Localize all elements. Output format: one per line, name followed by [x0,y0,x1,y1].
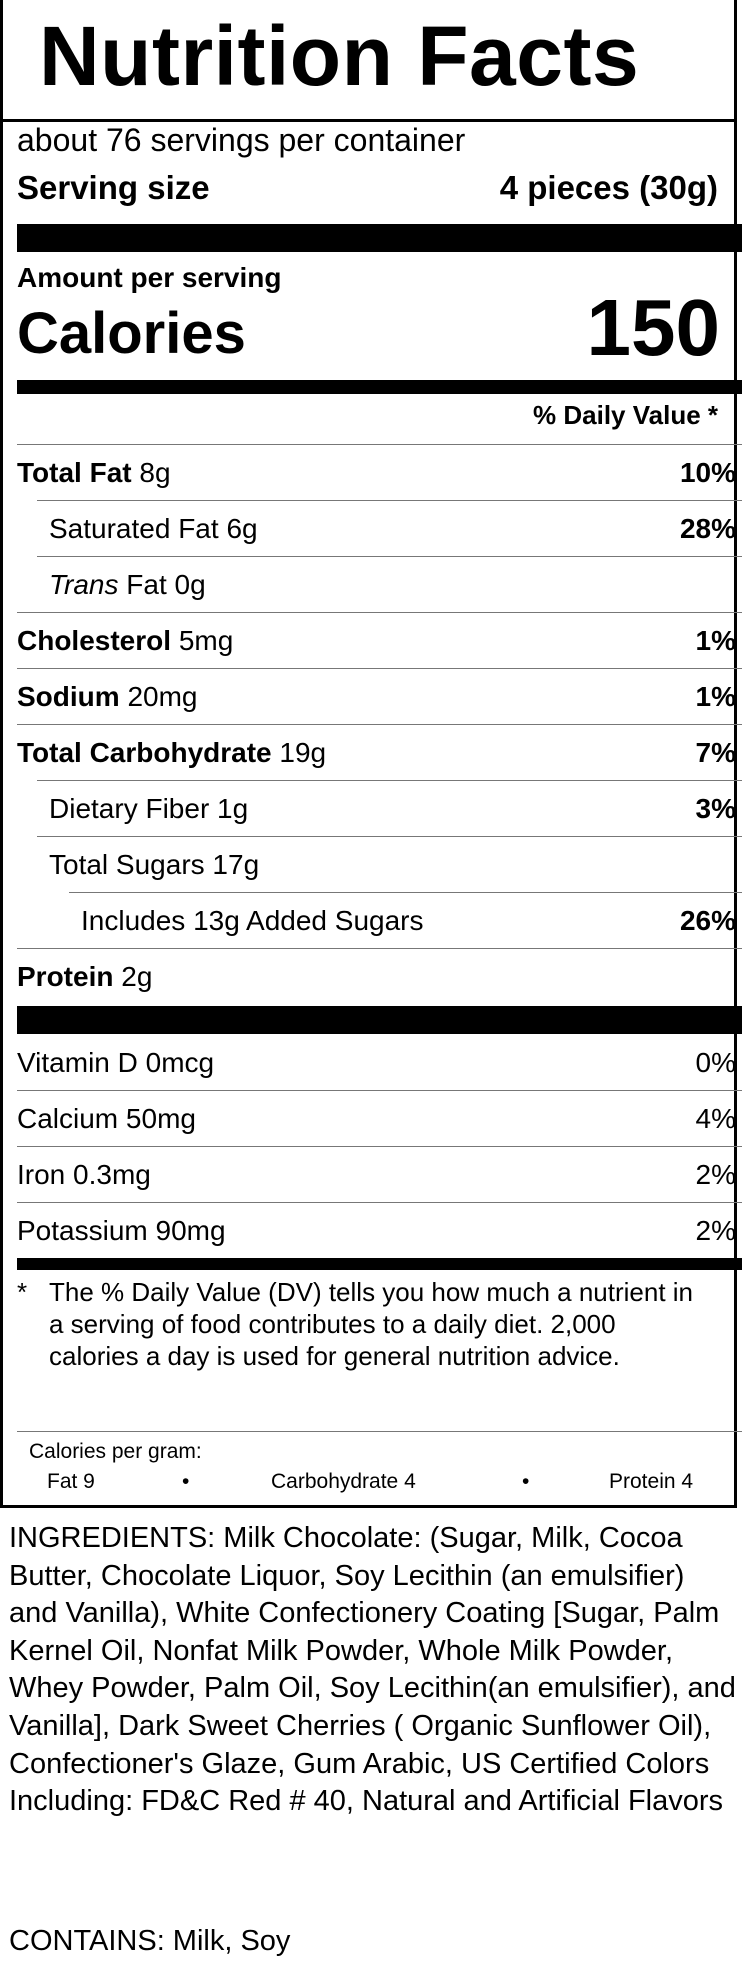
footnote-star: * [17,1277,28,1307]
nutrient-dv: 7% [695,737,736,768]
vitamin-name: Vitamin D [17,1047,138,1078]
divider [17,668,742,669]
divider [37,556,742,557]
nutrient-row-total-sugars: Total Sugars 17g [17,838,742,892]
nutrient-row-protein: Protein 2g [17,950,742,1004]
nutrient-dv: 28% [679,513,736,544]
cpg-protein: Protein 4 [609,1470,694,1493]
protein-divider [17,1006,742,1034]
nutrient-name: Cholesterol [17,625,172,656]
calories-divider [17,380,742,394]
nutrient-dv: 26% [679,905,736,936]
vitamin-dv: 2% [695,1159,736,1190]
vitamin-amount: 50mg [125,1103,196,1134]
nutrient-amount: 5mg [178,625,234,656]
nutrition-facts-panel: Nutrition Facts about 76 servings per co… [0,0,742,1508]
amount-per-serving: Amount per serving [17,262,282,293]
divider [37,500,742,501]
nutrient-amount: 20mg [127,681,198,712]
vitamin-dv: 4% [695,1103,736,1134]
nutrient-name: Total Carbohydrate [17,737,272,768]
nutrient-amount: 2g [121,961,153,992]
vitamin-dv: 0% [695,1047,736,1078]
divider [17,1202,742,1203]
vitamin-row-potassium: Potassium 90mg 2% [17,1204,742,1258]
nutrient-dv: 3% [695,793,736,824]
divider [69,892,742,893]
title-rule [3,119,737,122]
nutrient-amount: 0g [174,569,206,600]
nutrient-dv: 10% [679,457,736,488]
nutrient-amount: 1g [217,793,249,824]
divider [17,1431,742,1432]
nutrient-row-added-sugars: Includes 13g Added Sugars 26% [17,894,742,948]
nutrient-name: Sodium [17,681,120,712]
vitamin-row-vitamin-d: Vitamin D 0mcg 0% [17,1036,742,1090]
divider [37,780,742,781]
cpg-fat: Fat 9 [47,1470,95,1493]
servings-per-container: about 76 servings per container [17,122,466,158]
nutrient-row-total-fat: Total Fat 8g 10% [17,446,742,500]
serving-divider [17,224,742,252]
divider [37,836,742,837]
vitamin-row-iron: Iron 0.3mg 2% [17,1148,742,1202]
divider [17,444,742,445]
footnote-text: The % Daily Value (DV) tells you how muc… [49,1277,694,1371]
nutrient-name: Total Fat [17,457,132,488]
vitamin-amount: 0.3mg [73,1159,151,1190]
nutrient-dv: 1% [695,625,736,656]
nutrient-row-trans-fat: Trans Fat 0g [17,558,742,612]
vitamin-name: Iron [17,1159,66,1190]
nutrient-row-dietary-fiber: Dietary Fiber 1g 3% [17,782,742,836]
nutrient-name: Includes 13g Added Sugars [81,905,424,936]
vitamin-dv: 2% [695,1215,736,1246]
nutrient-amount: 6g [226,513,258,544]
nutrient-name: Dietary Fiber [49,793,210,824]
divider [17,1090,742,1091]
divider [17,612,742,613]
serving-size-value: 4 pieces (30g) [499,169,718,206]
panel-title: Nutrition Facts [39,9,640,103]
nutrient-row-sodium: Sodium 20mg 1% [17,670,742,724]
calories-label: Calories [17,301,246,366]
nutrient-name: Saturated Fat [49,513,219,544]
serving-size-label: Serving size [17,169,210,206]
nutrient-row-saturated-fat: Saturated Fat 6g 28% [17,502,742,556]
vitamin-amount: 90mg [155,1215,226,1246]
nutrient-name: Total Sugars [49,849,205,880]
divider [17,948,742,949]
daily-value-header: % Daily Value * [533,400,718,430]
nutrient-name: Protein [17,961,114,992]
nutrient-amount: 17g [212,849,260,880]
vitamin-name: Calcium [17,1103,119,1134]
nutrient-row-cholesterol: Cholesterol 5mg 1% [17,614,742,668]
nutrient-dv: 1% [695,681,736,712]
calories-per-gram-label: Calories per gram: [29,1440,202,1463]
ingredients-text: INGREDIENTS: Milk Chocolate: (Sugar, Mil… [9,1522,736,1818]
vitamin-row-calcium: Calcium 50mg 4% [17,1092,742,1146]
vitamin-name: Potassium [17,1215,148,1246]
divider [17,1146,742,1147]
nutrient-row-total-carbohydrate: Total Carbohydrate 19g 7% [17,726,742,780]
nutrient-amount: 19g [279,737,327,768]
nutrient-amount: 8g [139,457,171,488]
cpg-bullet: • [182,1470,190,1493]
divider [17,724,742,725]
nutrient-name-suffix: Fat [118,569,167,600]
calories-value: 150 [586,283,720,372]
cpg-carbohydrate: Carbohydrate 4 [271,1470,416,1493]
cpg-bullet: • [522,1470,530,1493]
footnote-divider [17,1258,742,1270]
contains-text: CONTAINS: Milk, Soy [9,1925,291,1957]
vitamin-amount: 0mcg [145,1047,215,1078]
nutrient-name: Trans [49,569,119,600]
